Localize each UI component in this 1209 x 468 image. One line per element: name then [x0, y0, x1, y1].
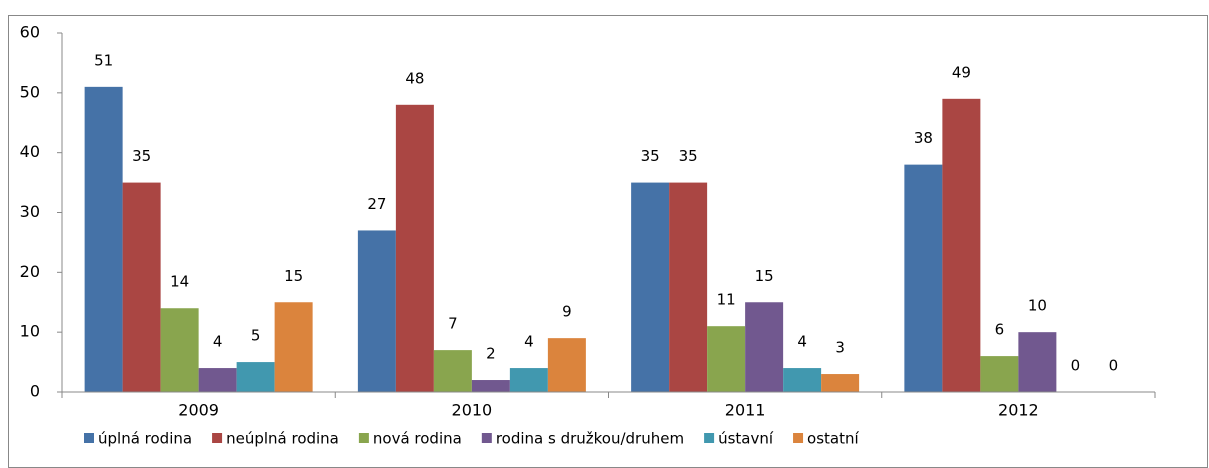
legend-label: nová rodina — [373, 430, 462, 448]
bar — [783, 368, 822, 392]
legend-label: ostatní — [807, 430, 859, 448]
data-label: 49 — [952, 63, 971, 81]
data-label: 38 — [914, 129, 933, 147]
legend-swatch — [793, 433, 804, 443]
data-label: 0 — [1109, 357, 1119, 375]
data-label: 14 — [170, 273, 189, 291]
legend-swatch — [212, 433, 223, 443]
data-label: 35 — [132, 147, 151, 165]
legend-label: ústavní — [718, 430, 774, 448]
bar — [122, 182, 161, 392]
data-label: 27 — [367, 195, 386, 213]
bar — [942, 98, 981, 393]
bar — [707, 326, 746, 392]
data-label: 4 — [213, 333, 223, 351]
data-label: 51 — [94, 51, 113, 69]
bar — [160, 308, 199, 392]
bar — [1018, 332, 1057, 392]
y-tick-label: 0 — [30, 382, 40, 401]
legend-swatch — [358, 433, 369, 443]
data-label: 5 — [251, 327, 261, 345]
y-tick-label: 40 — [20, 142, 40, 161]
data-label: 4 — [524, 333, 534, 351]
bar — [821, 374, 860, 392]
data-label: 9 — [562, 303, 572, 321]
x-tick-label: 2010 — [452, 401, 493, 420]
data-label: 0 — [1071, 357, 1081, 375]
legend-swatch — [84, 433, 94, 443]
data-label: 7 — [448, 315, 458, 333]
bar — [236, 362, 275, 392]
bar — [274, 302, 313, 392]
x-tick-label: 2012 — [998, 401, 1039, 420]
data-label: 6 — [995, 321, 1005, 339]
y-tick-label: 30 — [20, 202, 40, 221]
bar — [745, 302, 784, 392]
legend-label: neúplná rodina — [226, 430, 339, 448]
y-tick-label: 50 — [20, 82, 40, 101]
legend-swatch — [704, 433, 715, 443]
bar — [547, 338, 586, 392]
data-label: 2 — [486, 345, 496, 363]
data-label: 35 — [679, 147, 698, 165]
bar — [433, 350, 472, 392]
bar — [198, 368, 237, 392]
data-label: 4 — [797, 333, 807, 351]
bar — [669, 182, 708, 392]
data-label: 48 — [405, 69, 424, 87]
bar — [980, 356, 1019, 392]
x-tick-label: 2009 — [178, 401, 219, 420]
y-tick-label: 20 — [20, 262, 40, 281]
bar — [904, 164, 943, 392]
data-label: 15 — [284, 267, 303, 285]
bar — [631, 182, 670, 392]
legend-label: úplná rodina — [98, 430, 192, 448]
y-tick-label: 60 — [20, 23, 40, 42]
bar — [471, 380, 510, 392]
bar — [84, 86, 123, 392]
data-label: 10 — [1028, 297, 1047, 315]
data-label: 3 — [835, 339, 845, 357]
y-tick-label: 10 — [20, 322, 40, 341]
data-label: 11 — [717, 291, 736, 309]
bar — [509, 368, 548, 392]
bar — [357, 230, 396, 392]
data-label: 15 — [755, 267, 774, 285]
data-label: 35 — [641, 147, 660, 165]
x-tick-label: 2011 — [725, 401, 766, 420]
legend-swatch — [481, 433, 492, 443]
legend-label: rodina s družkou/druhem — [496, 430, 684, 448]
bar — [395, 104, 434, 393]
